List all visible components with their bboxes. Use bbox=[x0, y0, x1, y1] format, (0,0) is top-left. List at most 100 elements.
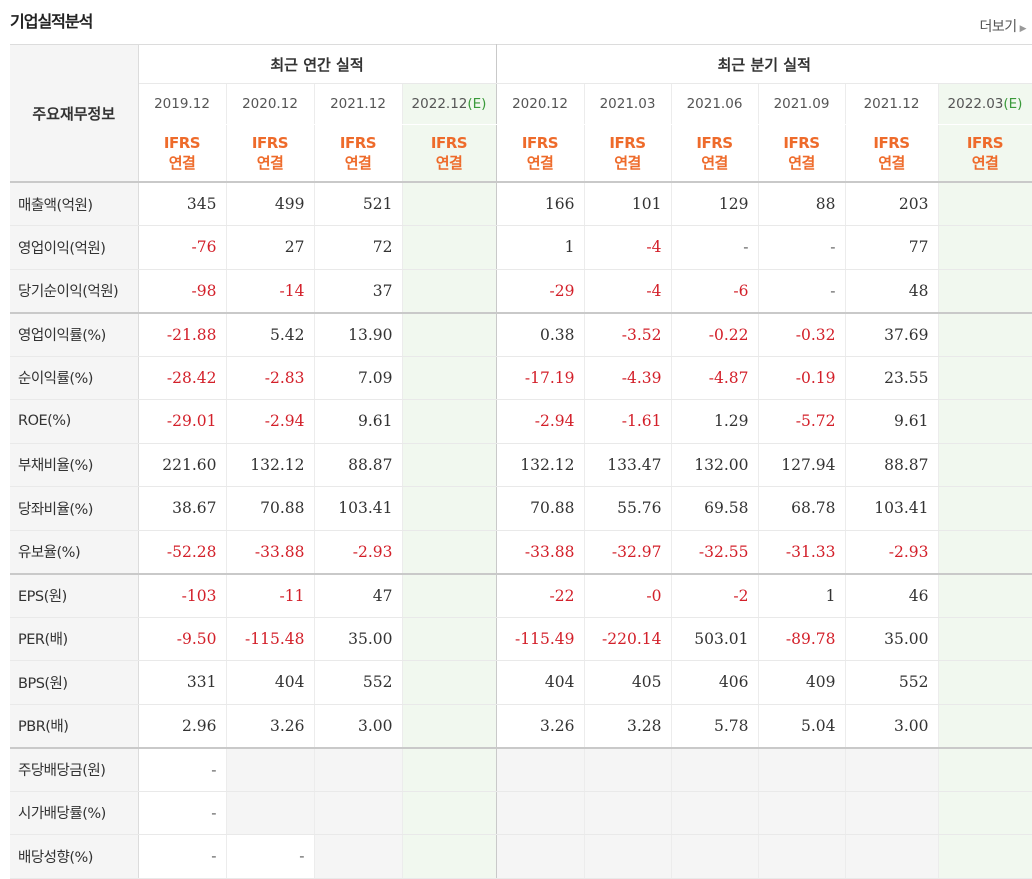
table-cell: 521 bbox=[314, 182, 403, 226]
table-cell bbox=[938, 269, 1032, 313]
table-cell: 406 bbox=[671, 660, 759, 705]
row-label: EPS(원) bbox=[10, 572, 139, 618]
basis-scope: 연결 bbox=[614, 154, 641, 172]
table-row: 유보율(%) -52.28 -33.88 -2.93 -33.88 -32.97 -32.5… bbox=[10, 530, 1032, 574]
basis-standard: IFRS bbox=[521, 134, 559, 152]
table-cell: -0.22 bbox=[671, 311, 759, 357]
period-header: 2022.03(E) bbox=[938, 83, 1032, 125]
row-label: 당좌비율(%) bbox=[10, 486, 139, 531]
table-cell: -2 bbox=[671, 572, 759, 618]
more-link[interactable]: 더보기 ▶ bbox=[979, 16, 1026, 36]
table-cell: 101 bbox=[584, 182, 672, 226]
table-cell: -103 bbox=[138, 572, 227, 618]
period-label: 2021.03 bbox=[599, 96, 656, 112]
table-cell: -14 bbox=[226, 269, 315, 313]
table-cell: 409 bbox=[758, 660, 846, 705]
table-cell bbox=[402, 399, 497, 444]
table-cell: -33.88 bbox=[226, 530, 315, 574]
table-cell: 69.58 bbox=[671, 486, 759, 531]
period-label: 2021.12 bbox=[863, 96, 920, 112]
table-cell: 552 bbox=[314, 660, 403, 705]
table-cell: 77 bbox=[845, 225, 939, 270]
row-label: 부채비율(%) bbox=[10, 443, 139, 487]
period-header: 2021.12 bbox=[845, 83, 939, 125]
basis-scope: 연결 bbox=[701, 154, 728, 172]
table-cell: 70.88 bbox=[226, 486, 315, 531]
table-cell bbox=[938, 311, 1032, 357]
table-cell: 3.00 bbox=[314, 704, 403, 748]
table-row: 배당성향(%) - - bbox=[10, 834, 1032, 879]
basis-standard: IFRS bbox=[163, 134, 201, 152]
table-cell: 552 bbox=[845, 660, 939, 705]
table-cell: 68.78 bbox=[758, 486, 846, 531]
group-header-annual: 최근 연간 실적 bbox=[138, 44, 497, 84]
table-cell: -9.50 bbox=[138, 617, 227, 661]
basis-standard: IFRS bbox=[430, 134, 468, 152]
period-header: 2020.12 bbox=[496, 83, 585, 125]
table-cell bbox=[402, 269, 497, 313]
basis-header: IFRS 연결 bbox=[845, 124, 939, 183]
table-cell: -2.94 bbox=[496, 399, 585, 444]
period-label: 2021.12 bbox=[330, 96, 386, 112]
table-cell: -32.55 bbox=[671, 530, 759, 574]
table-cell bbox=[845, 746, 939, 792]
period-header: 2019.12 bbox=[138, 83, 227, 125]
row-label: 영업이익률(%) bbox=[10, 311, 139, 357]
table-cell: -4.87 bbox=[671, 356, 759, 400]
row-label: BPS(원) bbox=[10, 660, 139, 705]
basis-header: IFRS 연결 bbox=[938, 124, 1032, 183]
table-cell bbox=[226, 791, 315, 835]
table-cell: 499 bbox=[226, 182, 315, 226]
table-row: BPS(원) 331 404 552 404 405 406 409 552 bbox=[10, 660, 1032, 705]
table-cell: -4 bbox=[584, 225, 672, 270]
table-cell: 3.28 bbox=[584, 704, 672, 748]
table-cell bbox=[402, 530, 497, 574]
basis-header: IFRS 연결 bbox=[314, 124, 403, 183]
table-cell: 1.29 bbox=[671, 399, 759, 444]
period-header: 2021.06 bbox=[671, 83, 759, 125]
table-cell bbox=[402, 182, 497, 226]
table-cell: 5.42 bbox=[226, 311, 315, 357]
section-title: 기업실적분석 bbox=[10, 12, 93, 31]
table-cell: -21.88 bbox=[138, 311, 227, 357]
row-label: PER(배) bbox=[10, 617, 139, 661]
group-header-quarterly: 최근 분기 실적 bbox=[496, 44, 1032, 84]
table-row: 순이익률(%) -28.42 -2.83 7.09 -17.19 -4.39 -4.87 -0… bbox=[10, 356, 1032, 400]
table-cell: 103.41 bbox=[845, 486, 939, 531]
table-cell bbox=[402, 704, 497, 748]
chevron-right-icon: ▶ bbox=[1019, 24, 1027, 34]
table-cell: -33.88 bbox=[496, 530, 585, 574]
table-cell bbox=[845, 834, 939, 879]
table-cell: - bbox=[758, 269, 846, 313]
table-cell: 37.69 bbox=[845, 311, 939, 357]
table-cell bbox=[671, 746, 759, 792]
table-cell: 48 bbox=[845, 269, 939, 313]
basis-scope: 연결 bbox=[971, 154, 999, 172]
table-cell: 46 bbox=[845, 572, 939, 618]
table-cell: -52.28 bbox=[138, 530, 227, 574]
table-cell: - bbox=[138, 791, 227, 835]
table-cell: 0.38 bbox=[496, 311, 585, 357]
table-row: 부채비율(%) 221.60 132.12 88.87 132.12 133.47 132.… bbox=[10, 443, 1032, 487]
table-cell: 132.12 bbox=[496, 443, 585, 487]
table-cell: 35.00 bbox=[314, 617, 403, 661]
table-cell bbox=[938, 225, 1032, 270]
table-cell: 13.90 bbox=[314, 311, 403, 357]
basis-scope: 연결 bbox=[878, 154, 905, 172]
basis-header: IFRS 연결 bbox=[138, 124, 227, 183]
table-cell: 503.01 bbox=[671, 617, 759, 661]
table-cell bbox=[938, 399, 1032, 444]
table-cell: 27 bbox=[226, 225, 315, 270]
basis-scope: 연결 bbox=[344, 154, 372, 172]
table-cell bbox=[671, 834, 759, 879]
basis-scope: 연결 bbox=[526, 154, 554, 172]
table-cell: 404 bbox=[496, 660, 585, 705]
table-cell: -1.61 bbox=[584, 399, 672, 444]
basis-header: IFRS 연결 bbox=[758, 124, 846, 183]
table-row: 영업이익률(%) -21.88 5.42 13.90 0.38 -3.52 -0.22 -0.… bbox=[10, 311, 1032, 357]
table-cell bbox=[314, 791, 403, 835]
row-label: 배당성향(%) bbox=[10, 834, 139, 879]
table-cell: 132.00 bbox=[671, 443, 759, 487]
table-cell bbox=[938, 746, 1032, 792]
table-cell: 5.78 bbox=[671, 704, 759, 748]
